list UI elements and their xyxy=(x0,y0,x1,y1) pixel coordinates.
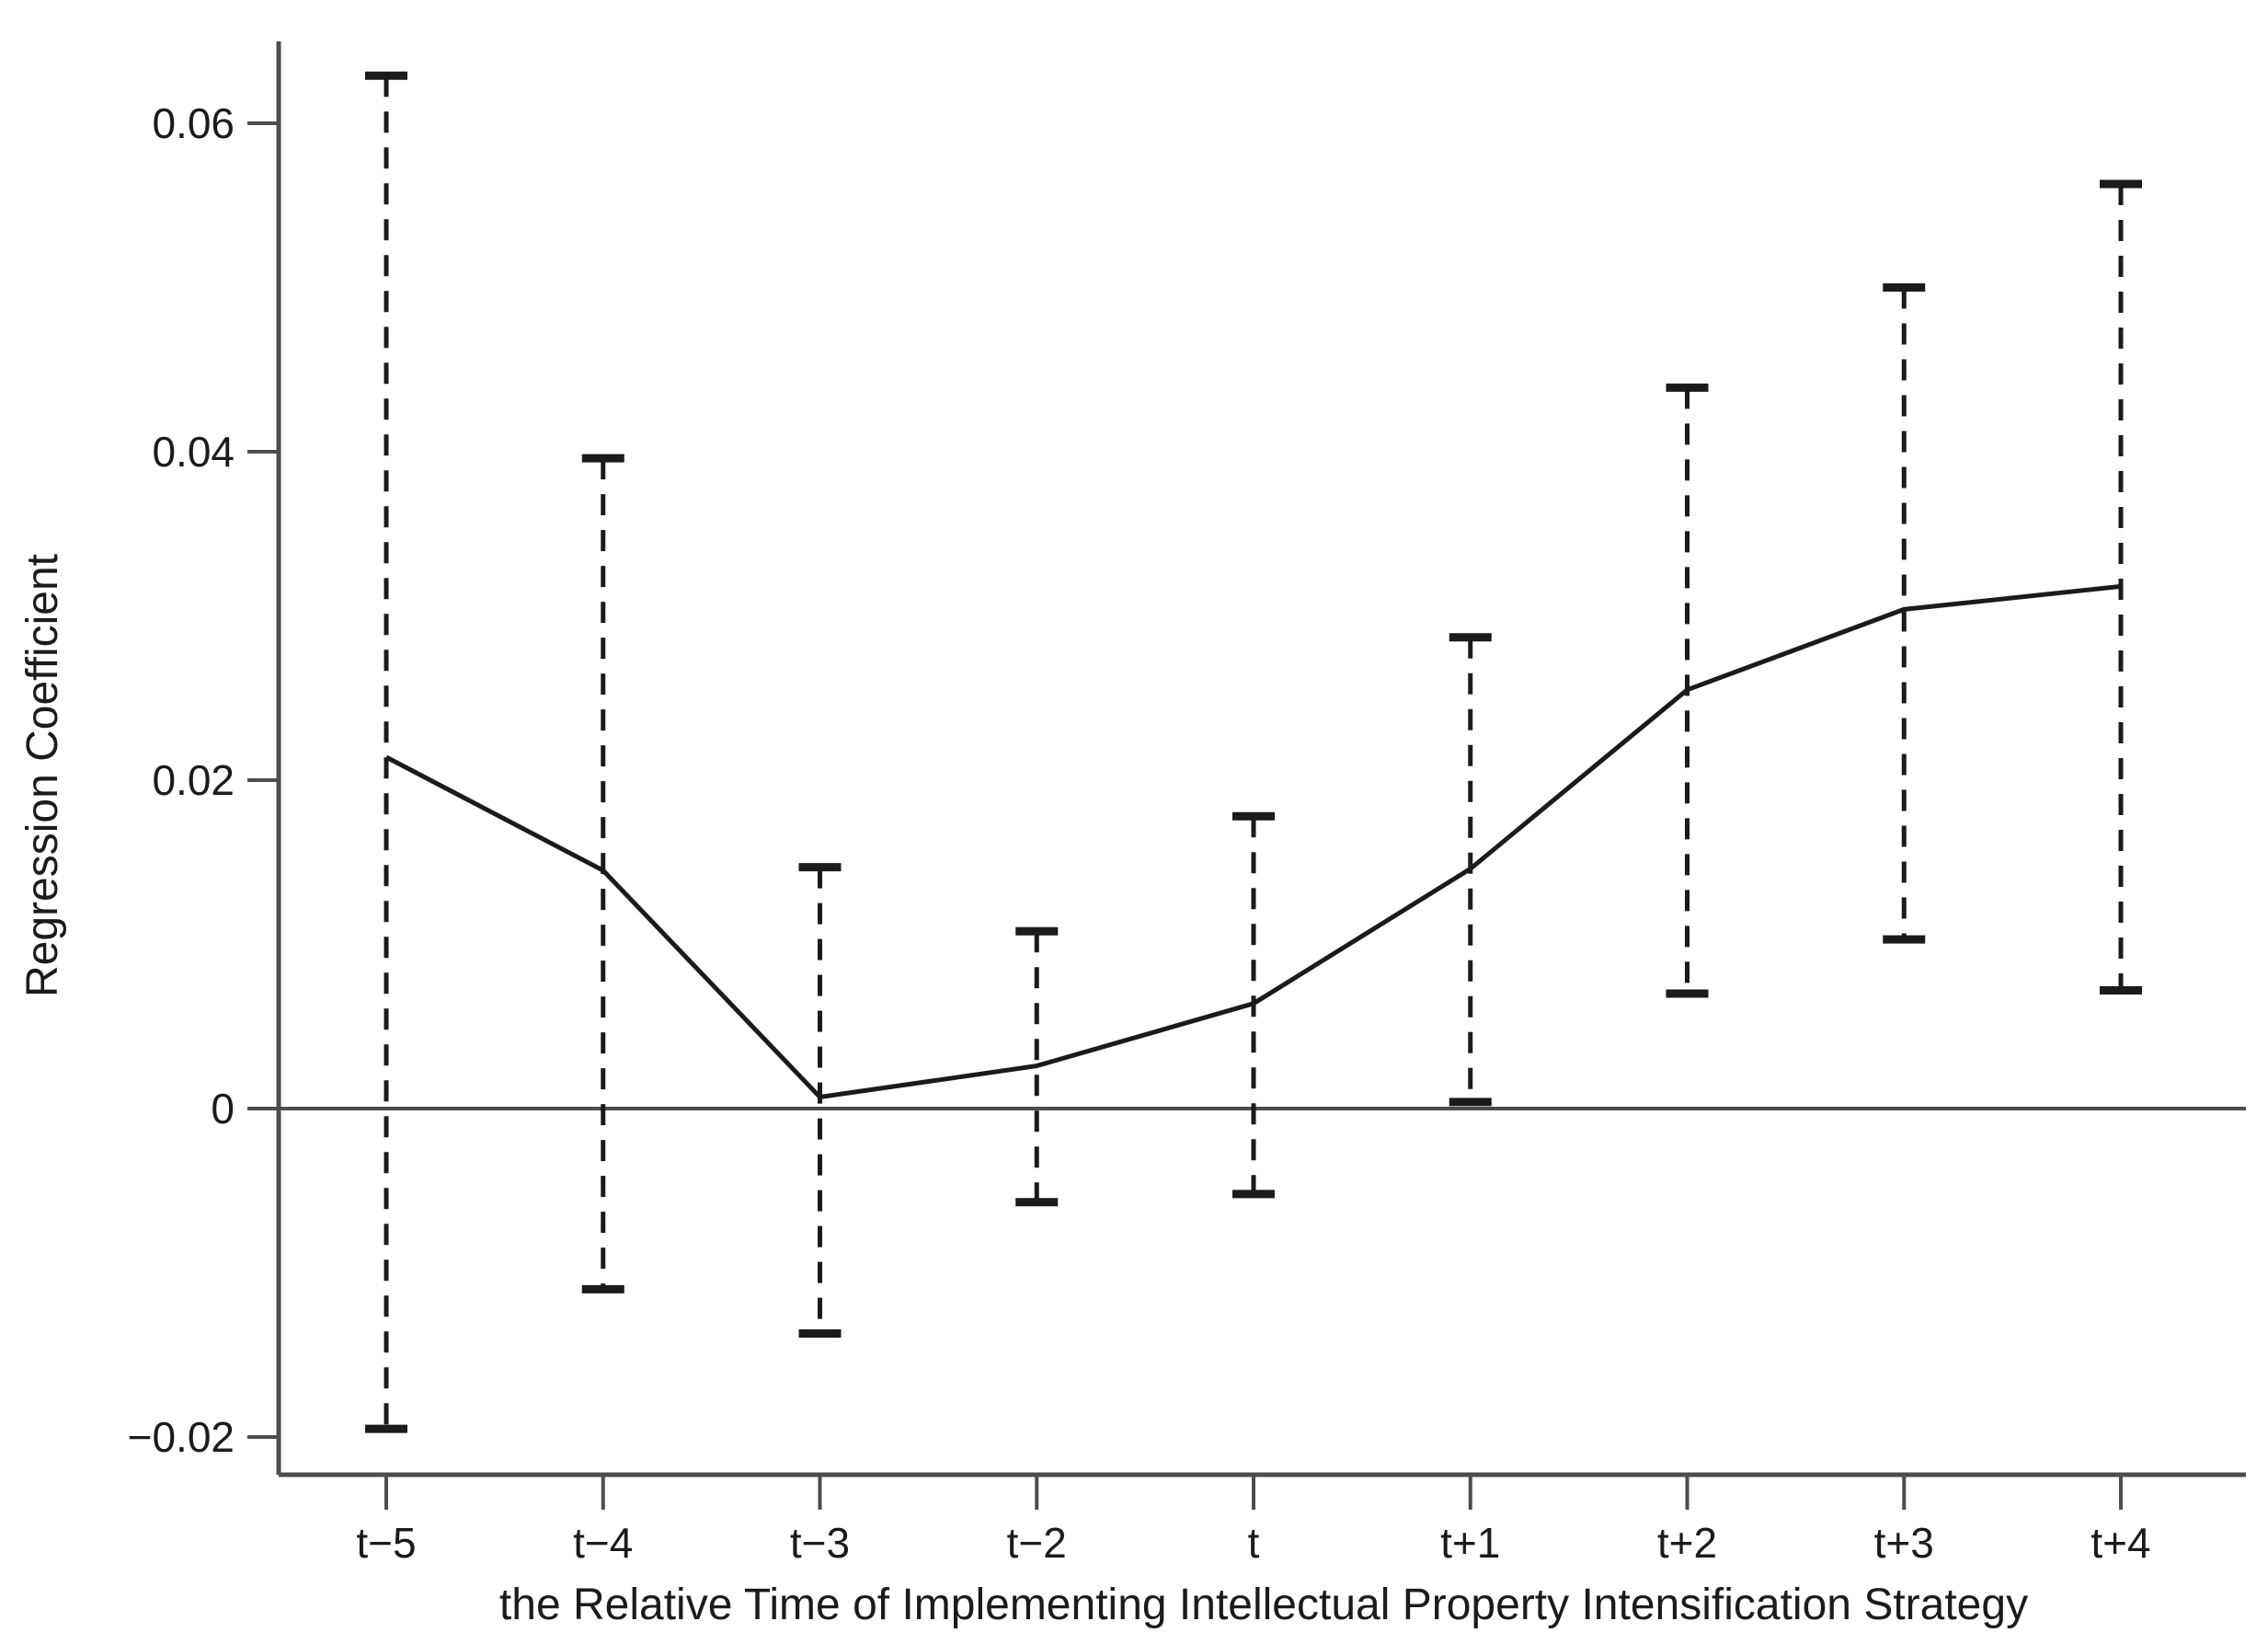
y-tick-label: 0.04 xyxy=(152,428,235,476)
x-axis-title: the Relative Time of Implementing Intell… xyxy=(499,1581,2028,1629)
x-tick-label: t+2 xyxy=(1657,1519,1717,1567)
coefficient-line xyxy=(384,583,2122,1100)
x-tick-label: t+3 xyxy=(1874,1519,1934,1567)
y-tick-label: 0 xyxy=(211,1085,235,1132)
plot-area: −0.02 0 0.02 0.04 0.06 t−5 t−4 t−3 t−2 t t+1 t+2 t+3… xyxy=(128,41,2246,1567)
y-tick-label: 0.06 xyxy=(152,99,235,147)
x-tick-label: t+1 xyxy=(1440,1519,1500,1567)
x-tick-label: t−2 xyxy=(1007,1519,1067,1567)
x-tick-label: t xyxy=(1248,1519,1260,1567)
y-tick-label: −0.02 xyxy=(128,1413,235,1461)
x-tick-label: t−3 xyxy=(790,1519,850,1567)
x-tick-label: t−4 xyxy=(573,1519,633,1567)
y-tick-label: 0.02 xyxy=(152,756,235,804)
x-tick-label: t−5 xyxy=(356,1519,416,1567)
y-axis-title: Regression Coefficient xyxy=(18,554,67,997)
x-tick-label: t+4 xyxy=(2090,1519,2150,1567)
